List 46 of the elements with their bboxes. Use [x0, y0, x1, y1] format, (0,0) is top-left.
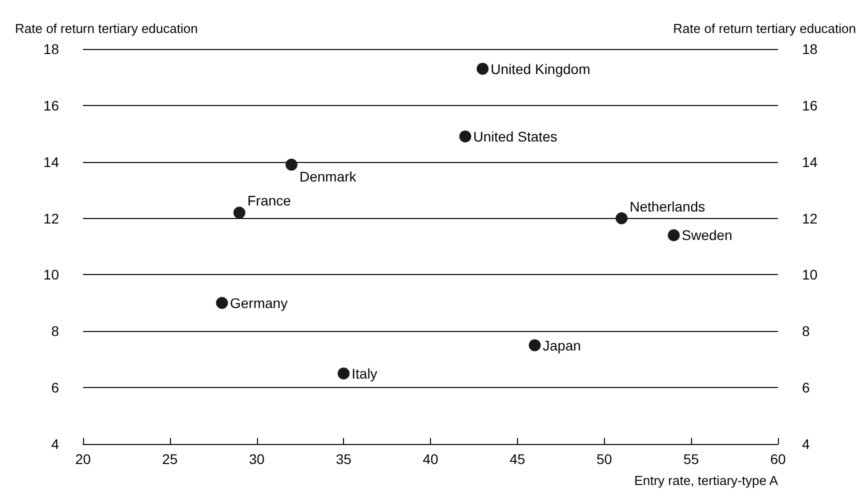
y-axis-title: Rate of return tertiary education	[15, 21, 198, 36]
x-tick-label: 55	[683, 451, 700, 467]
x-tick-label: 25	[162, 451, 178, 467]
x-tick-label: 45	[510, 451, 526, 467]
annotation: France	[247, 192, 292, 209]
point	[286, 158, 298, 171]
annotation: Denmark	[300, 168, 358, 185]
x-tick-label: 35	[336, 451, 352, 467]
x-tick-label: 20	[75, 451, 91, 467]
x-tick-label: 40	[422, 451, 438, 467]
y-tick-label: 10	[43, 266, 60, 283]
y-tick-label: 6	[51, 380, 60, 396]
y2-tick-label: 18	[802, 41, 818, 57]
point	[668, 229, 680, 242]
y2-tick-label: 6	[802, 380, 810, 396]
x-tick-label: 50	[596, 451, 612, 467]
y-tick-label: 4	[51, 436, 60, 452]
point	[616, 212, 628, 224]
annotation: Netherlands	[630, 198, 706, 214]
annotation: United Kingdom	[490, 60, 590, 77]
point	[528, 339, 541, 352]
y-tick-label: 8	[51, 323, 60, 340]
x-tick-label: 60	[770, 451, 786, 467]
point	[476, 62, 489, 75]
annotation: Italy	[352, 365, 378, 382]
y2-tick-label: 10	[802, 266, 818, 283]
y-tick-label: 16	[43, 97, 60, 114]
y2-tick-label: 16	[802, 97, 818, 114]
y-tick-label: 12	[43, 210, 60, 226]
annotation: Sweden	[682, 227, 732, 244]
y-tick-label: 14	[43, 154, 60, 170]
annotation: Germany	[230, 294, 288, 311]
x-tick-label: 30	[248, 451, 265, 467]
annotation: United States	[473, 128, 558, 144]
point	[338, 367, 350, 380]
y2-tick-label: 12	[802, 210, 818, 226]
y2-axis-title: Rate of return tertiary education	[673, 21, 856, 36]
y2-tick-label: 14	[802, 154, 818, 170]
point	[459, 130, 472, 142]
y-tick-label: 18	[43, 41, 60, 57]
point	[216, 296, 228, 309]
y2-tick-label: 4	[802, 436, 810, 452]
point	[233, 206, 246, 219]
x-axis-title: Entry rate, tertiary-type A	[634, 473, 778, 488]
annotation: Japan	[542, 337, 581, 354]
y2-tick-label: 8	[802, 323, 810, 340]
